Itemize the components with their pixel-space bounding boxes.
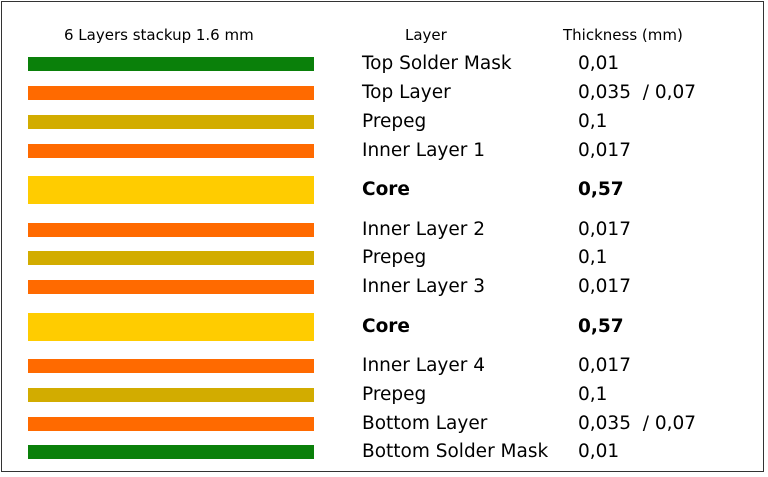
layer-bar-core: [28, 312, 314, 341]
layer-thickness: 0,01: [578, 441, 620, 463]
layer-bar-solder-mask: [28, 445, 314, 460]
layer-bar-prepreg: [28, 115, 314, 129]
layer-thickness: 0,017: [578, 276, 631, 298]
layer-thickness: 0,57: [578, 315, 624, 337]
layer-bar-copper: [28, 143, 314, 158]
layer-name: Core: [362, 179, 410, 201]
layer-thickness: 0,017: [578, 218, 631, 240]
layer-thickness: 0,01: [578, 53, 620, 75]
layer-thickness: 0,1: [578, 383, 608, 405]
layer-bar-copper: [28, 359, 314, 373]
layer-name: Prepeg: [362, 383, 427, 405]
layer-thickness: 0,035 / 0,07: [578, 412, 697, 434]
layer-thickness: 0,035 / 0,07: [578, 82, 697, 104]
layer-name: Inner Layer 1: [362, 139, 486, 161]
layer-name: Inner Layer 3: [362, 276, 486, 298]
layer-thickness: 0,017: [578, 139, 631, 161]
layer-bar-prepreg: [28, 251, 314, 266]
layer-name: Bottom Layer: [362, 412, 488, 434]
layer-bar-prepreg: [28, 387, 314, 402]
layer-name: Inner Layer 4: [362, 355, 486, 376]
layer-bar-solder-mask: [28, 57, 314, 72]
layer-thickness: 0,57: [578, 179, 624, 201]
layer-bar-copper: [28, 280, 314, 295]
thickness-column-header: Thickness (mm): [563, 26, 683, 44]
layer-name: Prepeg: [362, 111, 427, 132]
layer-bar-copper: [28, 222, 314, 237]
layer-name: Bottom Solder Mask: [362, 441, 549, 463]
layer-bar-copper: [28, 86, 314, 101]
layer-name: Prepeg: [362, 247, 427, 269]
layer-bar-copper: [28, 416, 314, 431]
layer-column-header: Layer: [405, 26, 447, 44]
layer-thickness: 0,1: [578, 247, 608, 269]
layer-thickness: 0,017: [578, 355, 631, 376]
layer-name: Inner Layer 2: [362, 218, 486, 240]
layer-thickness: 0,1: [578, 111, 608, 132]
layer-bar-core: [28, 176, 314, 205]
layer-name: Top Solder Mask: [362, 53, 512, 75]
layer-name: Core: [362, 315, 410, 337]
stackup-title: 6 Layers stackup 1.6 mm: [64, 26, 254, 44]
layer-name: Top Layer: [362, 82, 451, 104]
